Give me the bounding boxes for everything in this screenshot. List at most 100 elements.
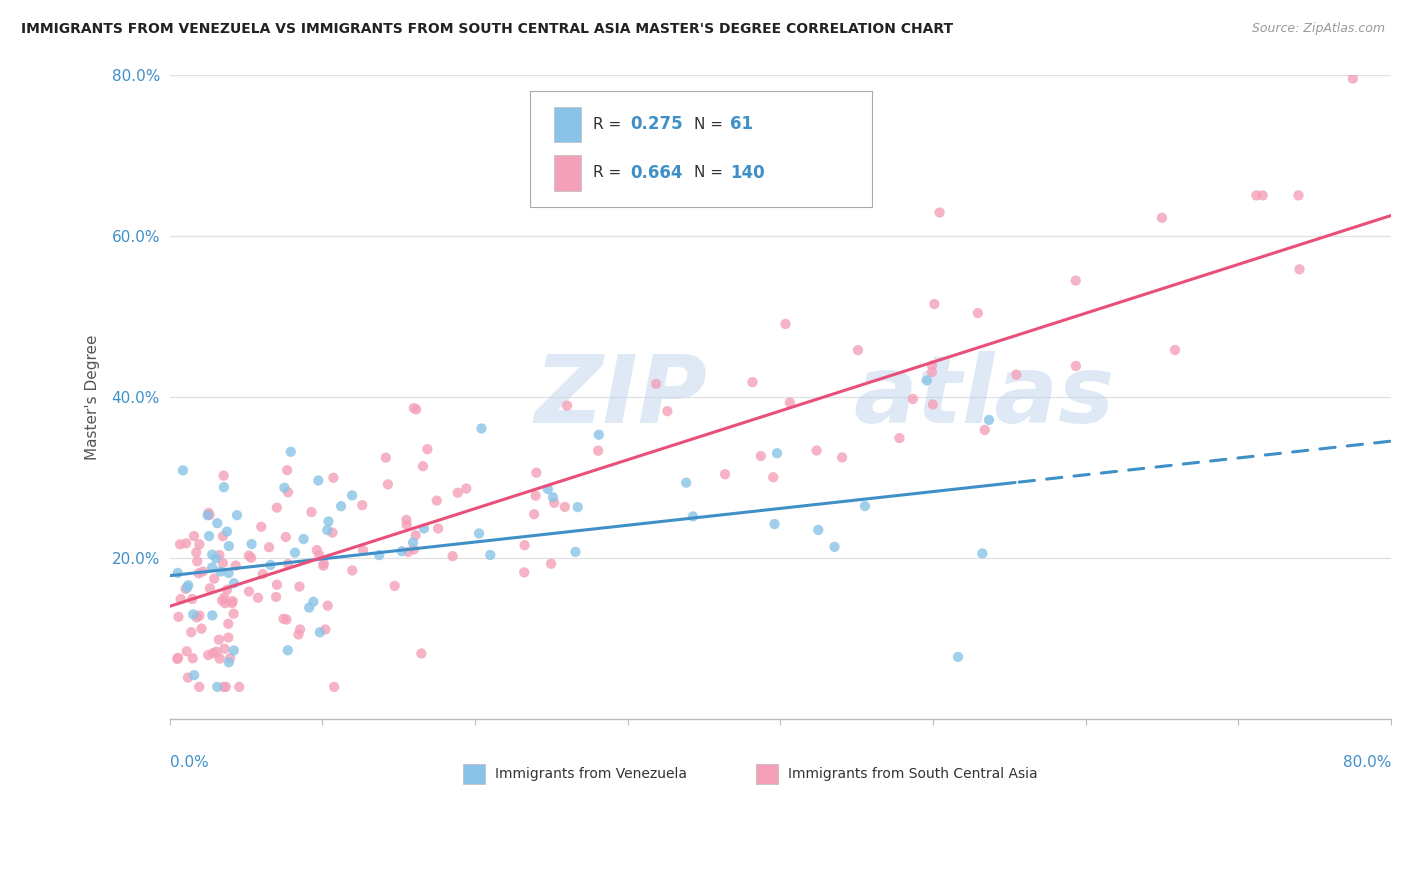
Point: [567, 500, 589, 514]
Point: [305, 543, 328, 558]
Point: [554, 500, 576, 514]
Point: [217, 616, 239, 631]
Point: [186, 610, 208, 624]
Point: [312, 558, 335, 573]
Point: [167, 610, 190, 624]
Point: [307, 474, 329, 488]
Point: [222, 643, 245, 657]
Point: [775, 317, 797, 331]
Point: [540, 557, 562, 571]
Point: [779, 395, 801, 409]
Point: [214, 591, 236, 605]
Point: [1251, 188, 1274, 202]
Point: [201, 548, 224, 562]
Text: atlas: atlas: [853, 351, 1115, 442]
Point: [277, 557, 299, 571]
Point: [807, 523, 830, 537]
Point: [302, 595, 325, 609]
Point: [250, 520, 273, 534]
Text: Immigrants from Venezuela: Immigrants from Venezuela: [495, 767, 686, 780]
Point: [1288, 262, 1310, 277]
Point: [257, 540, 280, 554]
Point: [172, 463, 194, 477]
Point: [586, 443, 609, 458]
Point: [413, 521, 436, 535]
Point: [276, 613, 298, 627]
Point: [675, 475, 697, 490]
Point: [274, 530, 297, 544]
Point: [352, 498, 374, 512]
Point: [197, 648, 219, 662]
Point: [762, 470, 785, 484]
Point: [287, 627, 309, 641]
Point: [657, 404, 679, 418]
Point: [183, 529, 205, 543]
Point: [763, 517, 786, 532]
Point: [921, 365, 943, 379]
Point: [188, 537, 211, 551]
Point: [215, 680, 238, 694]
Point: [377, 477, 399, 491]
Point: [225, 558, 247, 573]
Point: [170, 592, 193, 607]
Point: [682, 509, 704, 524]
Point: [396, 545, 419, 559]
Point: [219, 651, 242, 665]
Point: [292, 532, 315, 546]
Point: [183, 668, 205, 682]
Point: [188, 680, 211, 694]
Point: [524, 489, 547, 503]
Point: [238, 549, 260, 563]
Point: [972, 546, 994, 560]
Point: [240, 550, 263, 565]
Point: [222, 576, 245, 591]
Point: [824, 540, 846, 554]
Point: [513, 566, 536, 580]
Point: [524, 466, 547, 480]
Point: [402, 535, 425, 549]
Point: [191, 565, 214, 579]
Point: [202, 572, 225, 586]
Point: [259, 558, 281, 572]
Point: [166, 566, 188, 580]
Point: [187, 566, 209, 581]
Point: [207, 516, 229, 531]
Point: [946, 649, 969, 664]
Point: [541, 490, 564, 504]
Point: [181, 592, 204, 607]
Point: [330, 500, 353, 514]
Point: [555, 399, 578, 413]
Point: [177, 578, 200, 592]
Point: [198, 508, 221, 522]
Point: [427, 522, 450, 536]
Point: [564, 545, 586, 559]
Point: [308, 625, 330, 640]
Text: Immigrants from South Central Asia: Immigrants from South Central Asia: [787, 767, 1038, 780]
Point: [513, 538, 536, 552]
Point: [479, 548, 502, 562]
Point: [384, 579, 406, 593]
Point: [277, 643, 299, 657]
Point: [197, 508, 219, 523]
Point: [340, 488, 363, 502]
Point: [208, 548, 231, 562]
Point: [198, 582, 221, 596]
Point: [186, 554, 208, 568]
Point: [214, 641, 236, 656]
Point: [202, 646, 225, 660]
Point: [1005, 368, 1028, 382]
Point: [447, 485, 470, 500]
Text: 0.0%: 0.0%: [170, 755, 208, 770]
Point: [441, 549, 464, 564]
Point: [205, 680, 228, 694]
FancyBboxPatch shape: [530, 91, 872, 207]
Point: [198, 529, 221, 543]
Point: [468, 526, 491, 541]
Point: [221, 596, 243, 610]
Point: [853, 499, 876, 513]
Point: [215, 582, 238, 597]
Point: [209, 565, 232, 579]
Point: [321, 525, 343, 540]
Point: [374, 450, 396, 465]
Point: [318, 515, 340, 529]
